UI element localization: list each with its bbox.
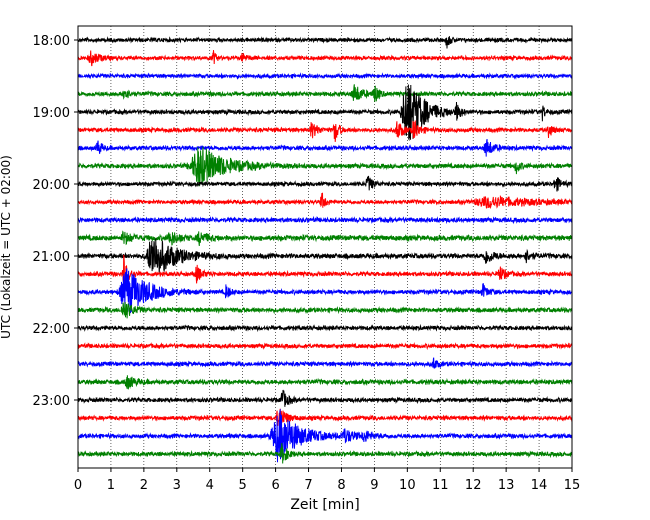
y-tick-label: 23:00 [33, 394, 70, 409]
x-tick-label: 14 [531, 478, 548, 493]
trace-line [77, 254, 573, 293]
x-tick-label: 9 [370, 478, 378, 493]
x-tick-label: 6 [271, 478, 279, 493]
trace-line [77, 192, 573, 210]
x-tick-label: 4 [206, 478, 214, 493]
trace-line [77, 138, 573, 157]
y-tick-label: 19:00 [33, 106, 70, 121]
plot-background [78, 26, 572, 468]
trace-line [77, 175, 573, 192]
trace-line [77, 146, 573, 187]
trace-line [77, 357, 573, 369]
x-tick-label: 11 [432, 478, 449, 493]
trace-line [77, 36, 573, 49]
y-tick-label: 21:00 [33, 250, 70, 265]
trace-line [77, 443, 573, 464]
x-tick-label: 5 [239, 478, 247, 493]
x-tick-label: 15 [564, 478, 581, 493]
x-tick-label: 2 [140, 478, 148, 493]
trace-line [77, 408, 573, 463]
y-axis-ticks: 18:00 19:00 20:00 21:00 22:00 23:00 [33, 34, 78, 409]
x-axis-ticks: 0 1 2 3 4 5 6 7 8 9 10 11 12 13 14 15 [74, 468, 580, 493]
x-tick-label: 0 [74, 478, 82, 493]
x-tick-label: 12 [465, 478, 482, 493]
trace-line [77, 215, 573, 225]
trace-line [77, 375, 573, 390]
x-tick-label: 13 [498, 478, 515, 493]
trace-line [77, 302, 573, 319]
trace-line [77, 268, 573, 314]
x-tick-label: 10 [399, 478, 416, 493]
y-tick-label: 22:00 [33, 322, 70, 337]
trace-line [77, 238, 573, 275]
trace-line [77, 230, 573, 247]
y-axis-label: UTC (Lokalzeit = UTC + 02:00) [0, 155, 13, 339]
trace-line [77, 408, 573, 429]
x-axis-label: Zeit [min] [290, 497, 359, 513]
trace-line [77, 84, 573, 142]
trace-line [77, 323, 573, 333]
trace-line [77, 84, 573, 102]
y-tick-label: 18:00 [33, 34, 70, 49]
x-tick-label: 3 [173, 478, 181, 493]
trace-line [77, 389, 573, 407]
trace-line [77, 120, 573, 142]
plot-frame [77, 25, 573, 469]
trace-line [77, 342, 573, 351]
trace-group [77, 36, 573, 464]
x-tick-label: 1 [107, 478, 115, 493]
x-tick-label: 8 [337, 478, 345, 493]
trace-line [77, 72, 573, 80]
trace-line [77, 50, 573, 67]
y-tick-label: 20:00 [33, 178, 70, 193]
x-tick-label: 7 [304, 478, 312, 493]
